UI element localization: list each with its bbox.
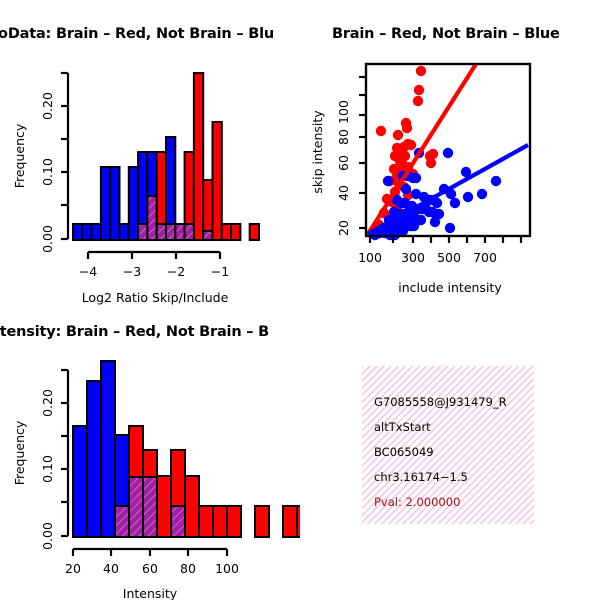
info-line-event-type: altTxStart: [374, 420, 431, 434]
ratio-y-axis: [61, 71, 70, 241]
info-line-gene-id: G7085558@J931479_R: [374, 395, 507, 409]
scatter-x-ticks: [368, 236, 523, 243]
ratio-xtick--4: −4: [79, 264, 97, 279]
intensity-xtick-100: 100: [215, 561, 239, 576]
scatter-trendlines: [366, 62, 530, 236]
intensity-histogram-bars: [72, 360, 300, 538]
scatter-xtick-700: 700: [473, 250, 497, 265]
intensity-y-axis-label: Frequency: [12, 420, 27, 485]
info-box-lines: G7085558@J931479_R altTxStart BC065049 c…: [362, 366, 534, 524]
scatter-ytick-40: 40: [336, 185, 351, 201]
info-line-locus: chr3.16174−1.5: [374, 470, 468, 484]
intensity-histogram-title: ne Itensity: Brain – Red, Not Brain – B: [0, 324, 270, 340]
scatter-y-axis-label: skip intensity: [310, 110, 325, 194]
scatter-title: Brain – Red, Not Brain – Blue: [332, 26, 560, 42]
scatter-xtick-500: 500: [437, 250, 461, 265]
info-line-accession: BC065049: [374, 445, 434, 459]
scatter-xtick-300: 300: [401, 250, 425, 265]
intensity-ytick-0.10: 0.10: [40, 455, 55, 483]
pink-hatch-background: [362, 366, 534, 524]
panel-intensity-scatter: Brain – Red, Not Brain – Blue 20 40 60 8…: [300, 0, 600, 310]
intensity-x-axis: [71, 547, 229, 556]
ratio-y-axis-label: Frequency: [12, 123, 27, 188]
ratio-ytick-0.10: 0.10: [40, 158, 55, 186]
ratio-histogram-title: RatioData: Brain – Red, Not Brain – Blu: [0, 26, 275, 42]
ratio-xtick--1: −1: [211, 264, 229, 279]
ratio-histogram-bars: [72, 72, 260, 241]
trendline-not-brain: [366, 143, 530, 236]
annotation-info-box: G7085558@J931479_R altTxStart BC065049 c…: [362, 366, 534, 524]
ratio-xtick--2: −2: [167, 264, 185, 279]
intensity-xtick-80: 80: [180, 561, 196, 576]
info-line-pval: Pval: 2.000000: [374, 495, 461, 509]
intensity-ytick-0.20: 0.20: [40, 389, 55, 417]
scatter-plot: 20 40 60 80 100 skip intensity: [310, 62, 532, 295]
ratio-histogram-plot: 0.20 0.10 0.00 Frequency: [12, 71, 260, 305]
scatter-xtick-100: 100: [358, 250, 382, 265]
trendline-brain: [366, 62, 478, 236]
intensity-x-axis-label: Intensity: [123, 586, 178, 600]
intensity-ytick-0.00: 0.00: [40, 522, 55, 550]
scatter-ytick-60: 60: [336, 155, 351, 171]
intensity-xtick-20: 20: [65, 561, 81, 576]
scatter-y-ticks: [359, 75, 366, 230]
panel-ratio-histogram: RatioData: Brain – Red, Not Brain – Blu …: [0, 0, 300, 310]
panel-intensity-histogram: ne Itensity: Brain – Red, Not Brain – B …: [0, 310, 300, 600]
scatter-ytick-80: 80: [336, 129, 351, 145]
intensity-xtick-40: 40: [103, 561, 119, 576]
scatter-ytick-20: 20: [336, 220, 351, 236]
ratio-x-axis: [86, 250, 222, 259]
intensity-xtick-60: 60: [142, 561, 158, 576]
intensity-histogram-plot: 0.20 0.10 0.00 Frequency: [12, 360, 300, 600]
ratio-xtick--3: −3: [123, 264, 141, 279]
intensity-y-axis: [61, 368, 70, 538]
ratio-ytick-0.20: 0.20: [40, 92, 55, 120]
ratio-ytick-0.00: 0.00: [40, 225, 55, 253]
scatter-ytick-100: 100: [336, 100, 351, 124]
scatter-x-axis-label: include intensity: [398, 280, 502, 295]
ratio-x-axis-label: Log2 Ratio Skip/Include: [82, 290, 229, 305]
